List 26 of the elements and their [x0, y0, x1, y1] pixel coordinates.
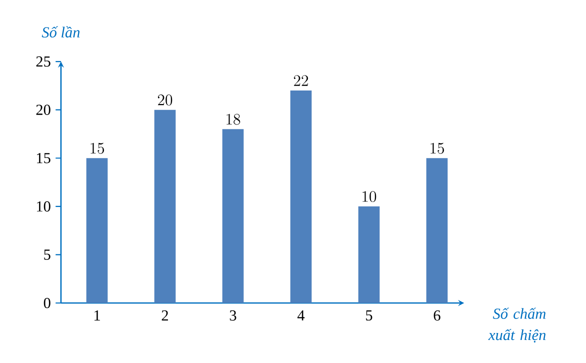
x-tick-label: 4 [297, 310, 305, 320]
bar [426, 158, 448, 303]
y-axis-title: Số lần [42, 26, 80, 38]
data-label: 10 [362, 191, 376, 202]
x-tick-label: 5 [366, 310, 372, 321]
x-axis-title: Số chấm xuất hiện [488, 308, 546, 343]
y-tick-label: 15 [36, 153, 50, 164]
x-tick-label: 1 [94, 310, 100, 320]
data-label: 22 [294, 75, 308, 86]
x-tick-label: 6 [434, 310, 440, 321]
y-tick-label: 10 [36, 201, 50, 212]
x-tick-label: 3 [230, 310, 236, 321]
y-tick-label: 25 [36, 56, 50, 67]
bar [86, 158, 108, 303]
bar [358, 206, 380, 303]
bar [222, 129, 244, 303]
y-tick-label: 20 [36, 104, 50, 115]
y-tick-label: 0 [44, 298, 50, 308]
data-label: 20 [158, 94, 172, 106]
data-label: 15 [90, 142, 104, 154]
bar [290, 90, 312, 303]
data-label: 18 [226, 114, 240, 125]
data-label: 15 [430, 142, 444, 154]
x-tick-label: 2 [162, 310, 168, 320]
y-tick-label: 5 [44, 250, 50, 260]
bar [154, 110, 176, 303]
